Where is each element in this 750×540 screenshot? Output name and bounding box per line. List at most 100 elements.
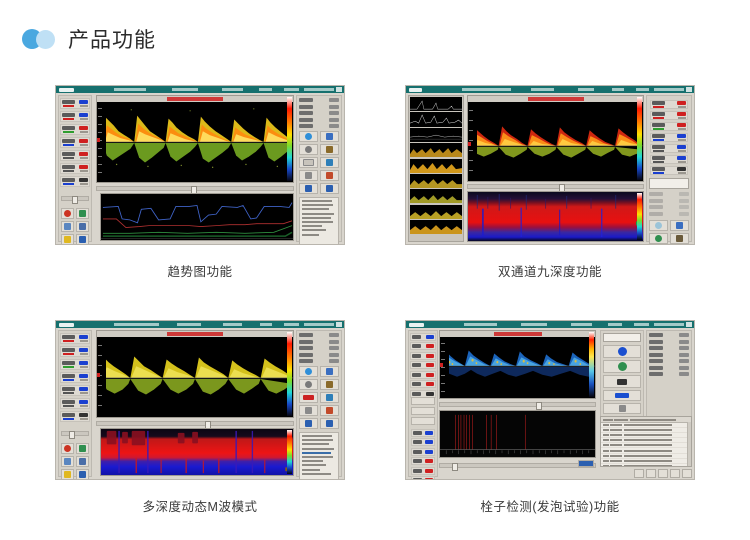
setting-row-power[interactable] <box>299 104 339 109</box>
icon-button-grid[interactable] <box>299 131 339 194</box>
gain-slider[interactable] <box>61 431 89 439</box>
mode-button-group[interactable] <box>411 397 435 427</box>
settings-icon[interactable] <box>76 469 89 479</box>
table-body[interactable] <box>601 423 691 466</box>
baseline-marker-icon[interactable] <box>440 363 443 367</box>
setting-row-gain[interactable] <box>299 346 339 350</box>
histogram-icon[interactable] <box>411 417 435 425</box>
control-panel[interactable] <box>296 95 342 244</box>
table-scrollbar[interactable] <box>687 422 691 466</box>
trend-icon[interactable] <box>76 456 89 467</box>
embolus-track[interactable] <box>439 410 596 458</box>
timeline-scrollbar[interactable] <box>439 402 596 410</box>
pager-prev-button[interactable] <box>646 469 656 478</box>
setting-row-depth[interactable] <box>649 333 689 337</box>
playback-indicator[interactable] <box>578 460 594 467</box>
image-icon[interactable] <box>76 208 89 219</box>
setting-row-bubble[interactable] <box>649 372 689 376</box>
depth-strip[interactable] <box>410 112 462 127</box>
depth-strip[interactable] <box>410 127 462 142</box>
spectrum-display[interactable] <box>96 330 294 418</box>
panel-dual-channel[interactable]: 双通道九深度功能 <box>405 85 695 280</box>
menu-item-setup[interactable] <box>258 88 272 91</box>
depth-strip[interactable] <box>410 204 462 219</box>
pointer-icon[interactable] <box>299 170 318 181</box>
print-icon[interactable] <box>320 392 339 403</box>
setting-row-gain[interactable] <box>299 111 339 115</box>
panel-m-mode[interactable]: 多深度动态M波模式 <box>55 320 345 515</box>
menu-item-patient[interactable] <box>462 88 512 91</box>
panel-embolus-detection[interactable]: 栓子检测(发泡试验)功能 <box>405 320 695 515</box>
spectrum-canvas[interactable] <box>97 337 293 417</box>
menu-item-help[interactable] <box>633 323 650 326</box>
spectrum-display[interactable] <box>467 95 644 182</box>
bubble-icon[interactable] <box>603 390 641 401</box>
screenshot-dual-channel[interactable] <box>405 85 695 245</box>
screenshot-embolus-detection[interactable] <box>405 320 695 480</box>
baseline-marker-icon[interactable] <box>97 373 100 377</box>
help-icon[interactable] <box>61 234 74 244</box>
timeline-scrollbar[interactable] <box>467 184 644 192</box>
speaker-icon[interactable] <box>320 183 339 194</box>
settings-icon[interactable] <box>76 234 89 244</box>
save-icon[interactable] <box>320 131 339 142</box>
embolus-event-table[interactable] <box>600 416 692 467</box>
spectrum-canvas[interactable] <box>97 102 293 182</box>
probe-icon[interactable] <box>603 345 641 358</box>
vessel-list[interactable] <box>299 432 339 479</box>
close-icon[interactable] <box>336 322 342 327</box>
depth-strip[interactable] <box>410 158 462 173</box>
report-icon[interactable] <box>320 405 339 416</box>
menu-item-patient[interactable] <box>114 88 146 91</box>
table-row[interactable] <box>601 438 691 444</box>
screenshot-trend-chart[interactable] <box>55 85 345 245</box>
control-panel[interactable] <box>646 95 692 244</box>
menu-item-exam[interactable] <box>177 323 202 326</box>
trend-icon[interactable] <box>76 221 89 232</box>
help-icon[interactable] <box>61 469 74 479</box>
window-controls[interactable] <box>299 322 342 327</box>
setting-row-depth[interactable] <box>299 333 339 337</box>
m-mode-display[interactable] <box>100 428 294 476</box>
menu-item-setup[interactable] <box>259 323 273 326</box>
screenshot-m-mode[interactable] <box>55 320 345 480</box>
vessel-list[interactable] <box>299 197 339 244</box>
pager-last-button[interactable] <box>670 469 680 478</box>
menu-item-exam[interactable] <box>531 88 555 91</box>
depth-strip[interactable] <box>410 143 462 158</box>
spectrum-display[interactable] <box>439 330 596 399</box>
table-row[interactable] <box>601 443 691 449</box>
table-row[interactable] <box>601 428 691 434</box>
wrench-icon[interactable] <box>299 183 318 194</box>
probe-icon[interactable] <box>299 131 318 142</box>
vessel-icon[interactable] <box>61 443 74 454</box>
table-pager[interactable] <box>600 469 692 478</box>
depth-strip[interactable] <box>410 97 462 112</box>
menu-item-patient[interactable] <box>113 323 160 326</box>
spectrum-display[interactable] <box>96 95 294 183</box>
setting-row-sound[interactable] <box>299 124 339 128</box>
refresh-icon[interactable] <box>299 144 318 155</box>
menu-item-help[interactable] <box>635 88 649 91</box>
save-icon[interactable] <box>670 219 689 231</box>
folder-icon[interactable] <box>670 232 689 244</box>
measure-icon[interactable] <box>61 221 74 232</box>
report-icon[interactable] <box>320 170 339 181</box>
window-controls[interactable] <box>299 87 342 92</box>
refresh-icon[interactable] <box>299 379 318 390</box>
probe-icon[interactable] <box>649 219 668 231</box>
spectrum-canvas[interactable] <box>468 102 643 181</box>
pager-first-button[interactable] <box>634 469 644 478</box>
setting-row-power[interactable] <box>649 339 689 344</box>
setting-row-power[interactable] <box>299 339 339 344</box>
menu-item-report[interactable] <box>578 88 595 91</box>
mode-select[interactable] <box>603 333 641 342</box>
image-icon[interactable] <box>76 443 89 454</box>
hitsp-icon[interactable] <box>411 397 435 405</box>
spectrum-canvas[interactable] <box>440 337 595 398</box>
pointer-icon[interactable] <box>603 403 641 414</box>
wrench-icon[interactable] <box>299 418 318 429</box>
menu-item-report[interactable] <box>222 88 243 91</box>
menu-item-exam[interactable] <box>171 88 199 91</box>
measure-icon[interactable] <box>61 456 74 467</box>
